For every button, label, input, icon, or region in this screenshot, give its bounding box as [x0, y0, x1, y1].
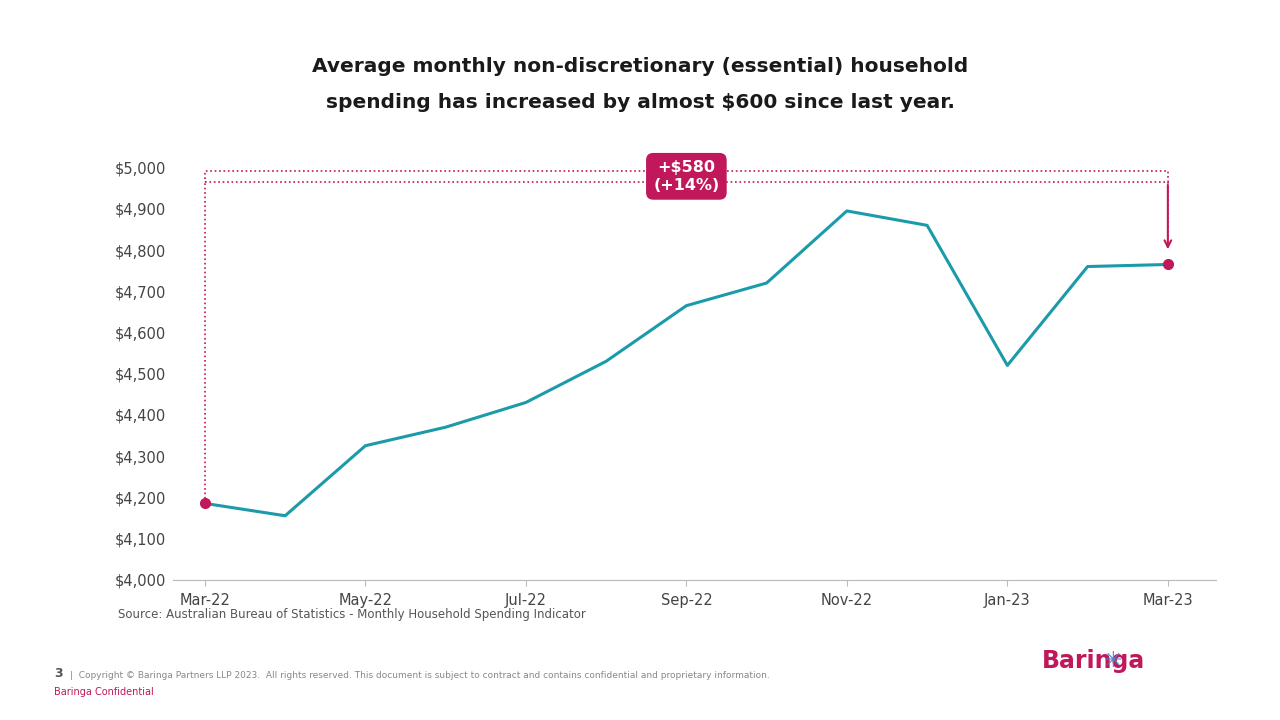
Text: 3: 3: [54, 667, 63, 680]
Text: ✳: ✳: [1103, 651, 1123, 671]
Text: |  Copyright © Baringa Partners LLP 2023.  All rights reserved. This document is: | Copyright © Baringa Partners LLP 2023.…: [70, 671, 771, 680]
Text: +$580
(+14%): +$580 (+14%): [653, 160, 719, 192]
Bar: [205, 171, 1167, 182]
Text: spending has increased by almost $600 since last year.: spending has increased by almost $600 si…: [325, 93, 955, 112]
Text: Baringa: Baringa: [1042, 649, 1146, 673]
Text: Average monthly non-discretionary (essential) household: Average monthly non-discretionary (essen…: [312, 57, 968, 76]
Text: Source: Australian Bureau of Statistics - Monthly Household Spending Indicator: Source: Australian Bureau of Statistics …: [118, 608, 586, 621]
Text: Baringa Confidential: Baringa Confidential: [54, 687, 154, 697]
